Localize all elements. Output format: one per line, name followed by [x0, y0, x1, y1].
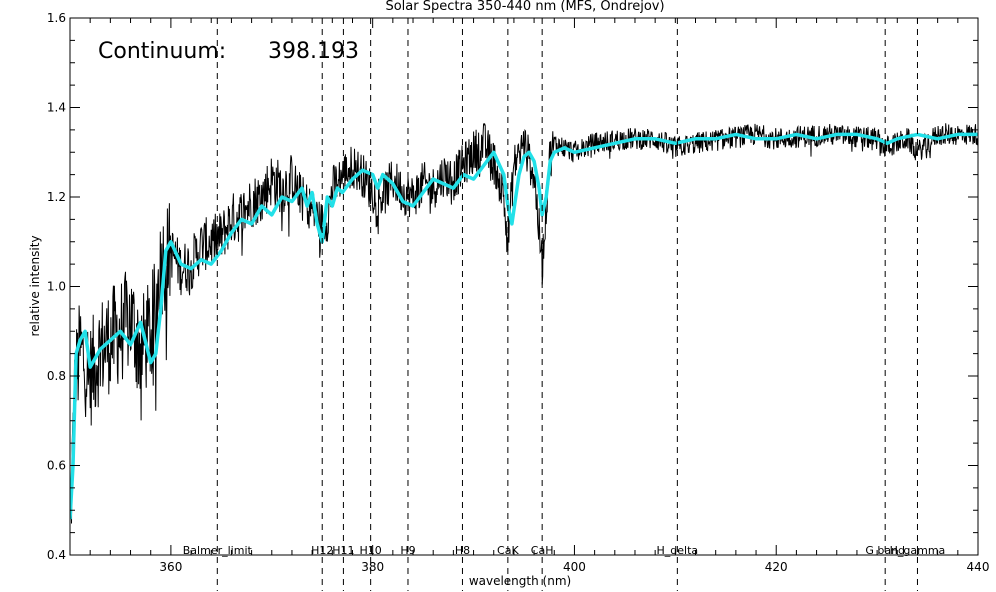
y-axis-label: relative intensity — [28, 235, 42, 336]
y-tick-label: 0.8 — [47, 369, 66, 383]
spectral-line-label: H_delta — [657, 544, 699, 557]
continuum-value: 398.193 — [268, 39, 359, 64]
x-tick-label: 360 — [159, 560, 182, 574]
axes-layer: 360 380 400 420 440 0.4 0.6 0.8 1.0 1.2 1.4 1.6 — [47, 11, 990, 574]
y-tick-label: 1.0 — [47, 280, 66, 294]
spectral-line-label: H10 — [360, 544, 382, 557]
x-tick-label: 400 — [563, 560, 586, 574]
continuum-label: Continuum: — [98, 39, 226, 64]
x-tick-label: 420 — [765, 560, 788, 574]
spectral-line-label: CaH — [531, 544, 554, 557]
series-smoothed-spectrum — [70, 132, 978, 520]
x-tick-label: 440 — [967, 560, 990, 574]
y-tick-label: 1.4 — [47, 101, 66, 115]
series-layer — [70, 122, 978, 524]
y-tick-label: 1.6 — [47, 11, 66, 25]
chart-title: Solar Spectra 350-440 nm (MFS, Ondrejov) — [385, 0, 664, 14]
y-tick-label: 0.6 — [47, 459, 66, 473]
spectral-line-label: H9 — [400, 544, 415, 557]
spectral-line-label: Balmer_limit — [183, 544, 253, 557]
x-tick-label: 380 — [361, 560, 384, 574]
spectral-line-label: H8 — [455, 544, 470, 557]
spectral-line-label: H12 — [311, 544, 333, 557]
spectral-line-label: G band — [865, 544, 905, 557]
y-tick-label: 0.4 — [47, 548, 66, 562]
spectral-line-label: H11 — [332, 544, 354, 557]
y-tick-label: 1.2 — [47, 190, 66, 204]
x-axis-label: wavelength (nm) — [469, 574, 571, 588]
